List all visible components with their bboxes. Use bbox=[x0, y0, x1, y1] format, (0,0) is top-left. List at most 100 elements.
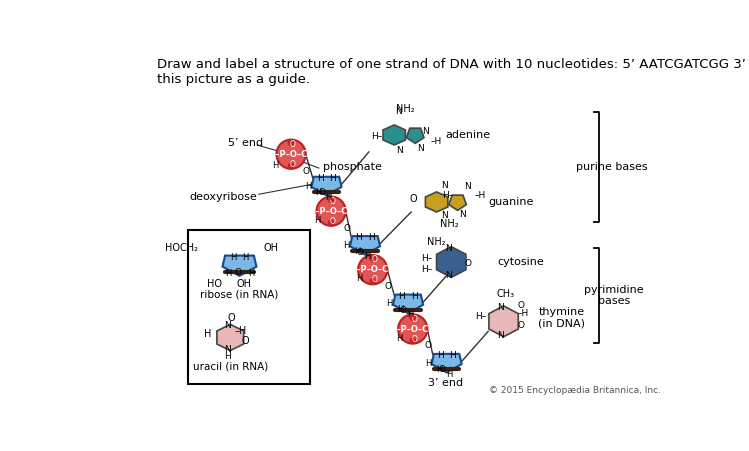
Polygon shape bbox=[312, 177, 342, 195]
Text: H–: H– bbox=[442, 191, 453, 200]
Polygon shape bbox=[449, 195, 467, 210]
Circle shape bbox=[288, 163, 294, 169]
Text: –O–P–O–CH₂: –O–P–O–CH₂ bbox=[304, 207, 358, 216]
Circle shape bbox=[358, 255, 387, 284]
Text: N: N bbox=[497, 331, 504, 340]
Text: H: H bbox=[354, 247, 360, 256]
Text: –H: –H bbox=[518, 309, 529, 318]
Circle shape bbox=[370, 279, 375, 284]
Text: H: H bbox=[411, 292, 418, 301]
Text: CH₃: CH₃ bbox=[496, 290, 515, 299]
Text: 3’ end: 3’ end bbox=[428, 378, 463, 388]
Text: H: H bbox=[364, 252, 371, 261]
Text: N: N bbox=[422, 127, 428, 136]
Text: H: H bbox=[315, 188, 322, 197]
Text: –H: –H bbox=[235, 327, 247, 336]
Text: H–: H– bbox=[476, 312, 487, 321]
Text: O: O bbox=[464, 259, 472, 268]
Circle shape bbox=[328, 197, 334, 202]
Polygon shape bbox=[437, 247, 466, 277]
Text: guanine: guanine bbox=[488, 197, 533, 207]
Text: NH₂: NH₂ bbox=[426, 237, 445, 247]
Polygon shape bbox=[217, 324, 243, 350]
Text: H: H bbox=[395, 334, 402, 343]
Text: H: H bbox=[224, 352, 231, 361]
Text: adenine: adenine bbox=[446, 130, 491, 140]
Text: cytosine: cytosine bbox=[497, 257, 545, 267]
Text: O: O bbox=[290, 160, 296, 169]
Text: –O–P–O–CH₂: –O–P–O–CH₂ bbox=[386, 325, 440, 333]
Text: N: N bbox=[441, 180, 448, 189]
Text: OH: OH bbox=[237, 279, 252, 289]
Text: H: H bbox=[230, 253, 237, 262]
Text: NH₂: NH₂ bbox=[395, 104, 414, 114]
Text: H: H bbox=[446, 370, 452, 379]
Polygon shape bbox=[222, 256, 256, 276]
Text: H: H bbox=[248, 269, 254, 278]
Text: –H: –H bbox=[475, 191, 486, 200]
Text: H: H bbox=[356, 233, 363, 242]
Text: H: H bbox=[326, 193, 332, 202]
Polygon shape bbox=[407, 128, 424, 143]
Text: N: N bbox=[396, 146, 403, 155]
Text: H–: H– bbox=[371, 132, 382, 141]
Polygon shape bbox=[383, 125, 405, 145]
Text: O: O bbox=[517, 301, 524, 310]
Text: O: O bbox=[330, 197, 336, 206]
Text: OH: OH bbox=[264, 243, 279, 253]
Text: N: N bbox=[224, 321, 231, 330]
Text: NH₂: NH₂ bbox=[440, 219, 459, 229]
Text: O: O bbox=[330, 217, 336, 226]
Text: purine bases: purine bases bbox=[576, 162, 648, 172]
Text: H–: H– bbox=[421, 265, 432, 274]
Circle shape bbox=[328, 220, 334, 226]
Text: N: N bbox=[445, 244, 452, 253]
Text: H: H bbox=[398, 292, 405, 301]
Text: phosphate: phosphate bbox=[323, 162, 381, 172]
Text: H: H bbox=[368, 233, 374, 242]
Text: H: H bbox=[243, 253, 249, 262]
Text: HO: HO bbox=[207, 279, 222, 289]
Text: H⁠: H⁠ bbox=[204, 329, 211, 339]
Polygon shape bbox=[393, 295, 423, 313]
Text: N: N bbox=[497, 303, 504, 312]
Text: H: H bbox=[343, 241, 350, 250]
Text: H: H bbox=[317, 174, 324, 183]
Text: H: H bbox=[449, 351, 456, 360]
Circle shape bbox=[398, 314, 428, 344]
Text: H: H bbox=[273, 161, 279, 170]
Text: H: H bbox=[330, 174, 336, 183]
Text: HOCH₂: HOCH₂ bbox=[165, 243, 198, 253]
Text: H: H bbox=[225, 269, 231, 278]
Text: O: O bbox=[410, 194, 417, 204]
Text: pyrimidine
bases: pyrimidine bases bbox=[584, 285, 643, 306]
Text: O: O bbox=[400, 306, 407, 315]
Text: H: H bbox=[386, 299, 392, 308]
Text: O: O bbox=[318, 189, 325, 198]
Text: uracil (in RNA): uracil (in RNA) bbox=[192, 362, 268, 372]
Polygon shape bbox=[431, 354, 461, 373]
Text: H: H bbox=[305, 182, 311, 191]
Polygon shape bbox=[350, 236, 380, 255]
Text: 5’ end: 5’ end bbox=[228, 138, 263, 147]
Text: H: H bbox=[437, 351, 444, 360]
Text: O: O bbox=[372, 275, 377, 284]
Text: O: O bbox=[372, 255, 377, 264]
Text: O: O bbox=[357, 248, 364, 257]
Circle shape bbox=[410, 338, 416, 343]
Text: Draw and label a structure of one strand of DNA with 10 nucleotides: 5’ AATCGATC: Draw and label a structure of one strand… bbox=[157, 58, 749, 86]
Text: O: O bbox=[234, 268, 241, 277]
Text: N: N bbox=[464, 182, 471, 191]
Text: deoxyribose: deoxyribose bbox=[189, 192, 257, 202]
Text: ribose (in RNA): ribose (in RNA) bbox=[200, 290, 279, 299]
Text: © 2015 Encyclopædia Britannica, Inc.: © 2015 Encyclopædia Britannica, Inc. bbox=[489, 386, 661, 395]
Text: O: O bbox=[384, 282, 392, 291]
Text: N: N bbox=[395, 107, 402, 116]
Text: H: H bbox=[407, 310, 413, 319]
Text: O: O bbox=[290, 140, 296, 149]
Text: O: O bbox=[411, 335, 417, 344]
Circle shape bbox=[317, 197, 346, 226]
Polygon shape bbox=[489, 306, 518, 337]
Text: thymine
(in DNA): thymine (in DNA) bbox=[539, 307, 585, 328]
Circle shape bbox=[288, 140, 294, 145]
